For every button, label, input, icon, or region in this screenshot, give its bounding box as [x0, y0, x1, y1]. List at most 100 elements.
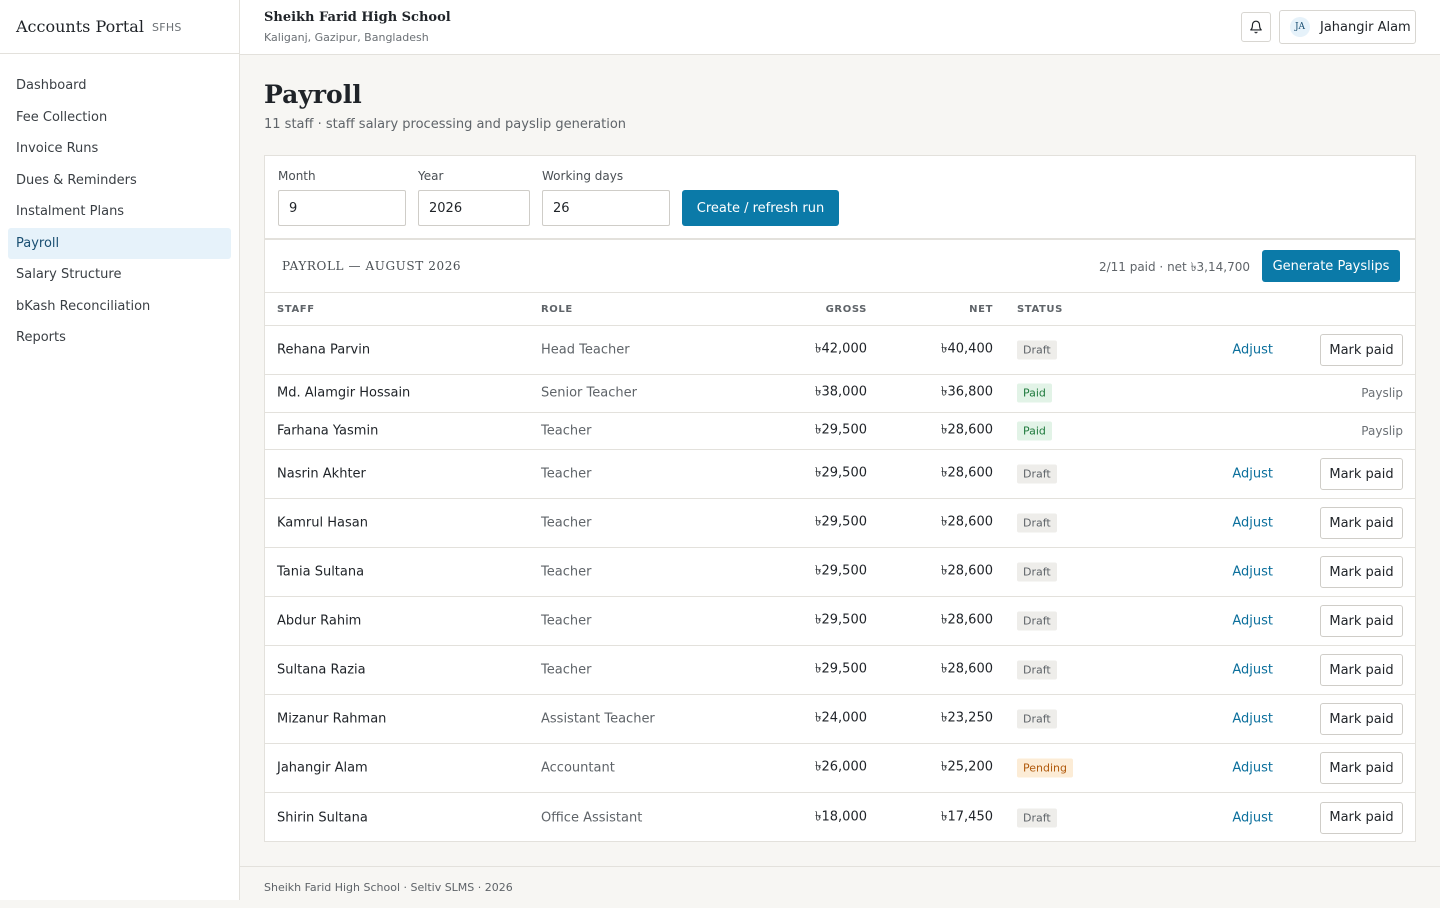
create-refresh-run-button[interactable]: Create / refresh run	[682, 190, 839, 226]
status-badge: Draft	[1017, 611, 1057, 631]
table-row: Mizanur Rahman Assistant Teacher ৳24,000 ৳2…	[265, 695, 1415, 744]
net-amount: ৳28,600	[941, 563, 993, 579]
sidebar-item-reports[interactable]: Reports	[16, 330, 66, 346]
staff-role: Head Teacher	[541, 342, 630, 358]
sidebar-item-fee-collection[interactable]: Fee Collection	[16, 109, 108, 125]
payroll-summary: 2/11 paid · net ৳3,14,700	[1098, 260, 1250, 274]
adjust-link[interactable]: Adjust	[1232, 810, 1273, 825]
staff-name: Nasrin Akhter	[277, 466, 366, 482]
net-amount: ৳28,600	[941, 422, 993, 438]
status-cell: Draft	[1017, 709, 1057, 729]
user-menu-button[interactable]: JA Jahangir Alam	[1279, 10, 1416, 44]
table-row: Jahangir Alam Accountant ৳26,000 ৳25,200 Pen…	[265, 744, 1415, 793]
table-row: Shirin Sultana Office Assistant ৳18,000 ৳17…	[265, 793, 1415, 842]
net-amount: ৳28,600	[941, 465, 993, 481]
month-label: Month	[278, 169, 316, 183]
adjust-link[interactable]: Adjust	[1232, 662, 1273, 678]
month-input[interactable]	[278, 190, 406, 226]
gross-amount: ৳24,000	[815, 710, 867, 726]
adjust-link[interactable]: Adjust	[1232, 564, 1273, 580]
adjust-link[interactable]: Adjust	[1232, 760, 1273, 776]
column-header-status: STATUS	[1017, 304, 1063, 315]
payroll-run-controls: Month Year Working days Create / refresh…	[264, 155, 1416, 239]
working-days-input[interactable]	[542, 190, 670, 226]
mark-paid-button[interactable]: Mark paid	[1320, 458, 1403, 490]
adjust-link[interactable]: Adjust	[1232, 613, 1273, 629]
net-amount: ৳17,450	[941, 809, 993, 824]
staff-role: Teacher	[541, 515, 592, 531]
bell-icon	[1250, 20, 1262, 34]
mark-paid-button[interactable]: Mark paid	[1320, 334, 1403, 366]
staff-name: Rehana Parvin	[277, 342, 371, 358]
working-days-label: Working days	[542, 169, 624, 183]
column-header-gross: GROSS	[825, 304, 867, 315]
staff-role: Accountant	[541, 760, 615, 776]
footer-text: Sheikh Farid High School · Seltiv SLMS ·…	[264, 881, 513, 894]
sidebar-item-salary-structure[interactable]: Salary Structure	[16, 267, 122, 283]
mark-paid-button[interactable]: Mark paid	[1320, 654, 1403, 686]
adjust-link[interactable]: Adjust	[1232, 515, 1273, 531]
sidebar-item-bkash-reconciliation[interactable]: bKash Reconciliation	[16, 298, 151, 314]
sidebar-item-invoice-runs[interactable]: Invoice Runs	[16, 141, 99, 157]
notifications-button[interactable]	[1241, 12, 1271, 42]
generate-payslips-button[interactable]: Generate Payslips	[1262, 250, 1400, 282]
staff-role: Office Assistant	[541, 810, 643, 825]
payroll-title: PAYROLL — AUGUST 2026	[282, 259, 462, 273]
payslip-link[interactable]: Payslip	[1361, 423, 1403, 438]
sidebar: Accounts Portal SFHS Dashboard Fee Collec…	[0, 0, 240, 900]
status-badge: Paid	[1017, 421, 1052, 441]
status-badge: Draft	[1017, 562, 1057, 582]
gross-amount: ৳26,000	[815, 759, 867, 775]
mark-paid-button[interactable]: Mark paid	[1320, 752, 1403, 784]
status-badge: Paid	[1017, 383, 1052, 403]
brand-title: Accounts Portal	[16, 17, 144, 36]
adjust-link[interactable]: Adjust	[1232, 711, 1273, 727]
status-cell: Paid	[1017, 383, 1052, 403]
adjust-link[interactable]: Adjust	[1232, 466, 1273, 482]
status-cell: Draft	[1017, 562, 1057, 582]
status-badge: Draft	[1017, 660, 1057, 680]
page-title: Payroll	[264, 80, 362, 109]
school-location: Kaliganj, Gazipur, Bangladesh	[264, 31, 429, 44]
status-badge: Draft	[1017, 709, 1057, 729]
staff-name: Abdur Rahim	[277, 613, 362, 629]
mark-paid-button[interactable]: Mark paid	[1320, 605, 1403, 637]
staff-name: Kamrul Hasan	[277, 515, 368, 531]
sidebar-item-dues-reminders[interactable]: Dues & Reminders	[16, 172, 137, 188]
school-name: Sheikh Farid High School	[264, 10, 451, 25]
mark-paid-button[interactable]: Mark paid	[1320, 703, 1403, 735]
mark-paid-button[interactable]: Mark paid	[1320, 507, 1403, 539]
staff-name: Jahangir Alam	[277, 760, 368, 776]
mark-paid-button[interactable]: Mark paid	[1320, 801, 1403, 834]
sidebar-item-dashboard[interactable]: Dashboard	[16, 78, 87, 94]
table-row: Tania Sultana Teacher ৳29,500 ৳28,600 Draft A…	[265, 548, 1415, 597]
staff-name: Tania Sultana	[277, 564, 365, 580]
status-badge: Draft	[1017, 340, 1057, 360]
table-row: Abdur Rahim Teacher ৳29,500 ৳28,600 Draft Adj…	[265, 597, 1415, 646]
staff-role: Teacher	[541, 423, 592, 439]
brand: Accounts Portal SFHS	[0, 0, 239, 54]
gross-amount: ৳29,500	[815, 422, 867, 438]
mark-paid-button[interactable]: Mark paid	[1320, 556, 1403, 588]
sidebar-nav: Dashboard Fee Collection Invoice Runs Dues …	[0, 54, 239, 354]
column-header-role: ROLE	[541, 304, 573, 315]
status-cell: Draft	[1017, 660, 1057, 680]
staff-name: Farhana Yasmin	[277, 423, 379, 439]
payslip-link[interactable]: Payslip	[1361, 386, 1403, 401]
year-input[interactable]	[418, 190, 530, 226]
gross-amount: ৳29,500	[815, 563, 867, 579]
sidebar-item-instalment-plans[interactable]: Instalment Plans	[16, 204, 125, 220]
staff-name: Md. Alamgir Hossain	[277, 385, 411, 401]
payroll-card: PAYROLL — AUGUST 2026 2/11 paid · net ৳3…	[264, 239, 1416, 842]
staff-name: Mizanur Rahman	[277, 711, 387, 727]
sidebar-item-payroll[interactable]: Payroll	[8, 227, 231, 259]
staff-role: Teacher	[541, 613, 592, 629]
gross-amount: ৳29,500	[815, 661, 867, 677]
staff-role: Teacher	[541, 662, 592, 678]
gross-amount: ৳29,500	[815, 465, 867, 481]
status-badge: Draft	[1017, 513, 1057, 533]
adjust-link[interactable]: Adjust	[1232, 342, 1273, 358]
net-amount: ৳28,600	[941, 612, 993, 628]
status-cell: Pending	[1017, 758, 1073, 778]
column-header-staff: STAFF	[277, 304, 315, 315]
